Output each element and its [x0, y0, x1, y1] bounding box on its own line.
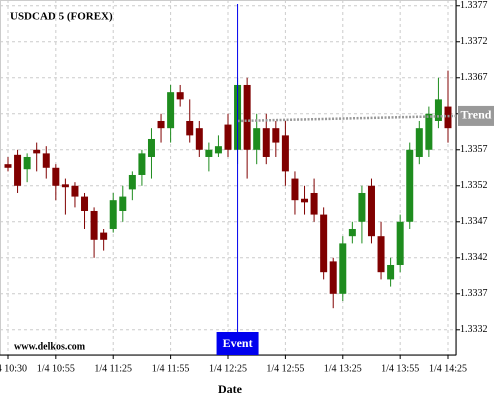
- candle-body: [205, 149, 213, 157]
- candle-body: [406, 149, 414, 222]
- candle-body: [195, 128, 203, 150]
- candle-body: [310, 192, 318, 215]
- candle-body: [281, 135, 289, 172]
- y-tick-label: 1.3337: [460, 288, 488, 299]
- candle-body: [71, 185, 79, 197]
- candle-body: [425, 113, 433, 150]
- x-axis-title: Date: [218, 382, 243, 396]
- chart-title: USDCAD 5 (FOREX): [10, 11, 113, 23]
- x-tick-label: 1/4 11:25: [94, 363, 132, 374]
- candle-body: [291, 178, 299, 201]
- y-tick-label: 1.3342: [460, 252, 488, 263]
- candle-body: [147, 138, 155, 157]
- candle-body: [81, 196, 89, 211]
- candle-body: [415, 128, 423, 157]
- candle-body: [320, 214, 328, 273]
- candle-body: [42, 153, 50, 168]
- candle-body: [176, 92, 184, 100]
- candle-body: [14, 154, 22, 186]
- y-tick-label: 1.3367: [460, 72, 488, 83]
- x-tick-label: 1/4 14:25: [429, 363, 467, 374]
- trend-line: [237, 114, 457, 123]
- candle-body: [167, 92, 175, 129]
- candle-body: [444, 106, 452, 129]
- candle-body: [109, 200, 117, 229]
- candle-body: [90, 210, 98, 240]
- candle-body: [339, 243, 347, 294]
- candle-body: [52, 167, 60, 186]
- candle-body: [434, 99, 442, 121]
- candle-body: [61, 184, 69, 188]
- y-tick-label: 1.3372: [460, 36, 488, 47]
- candle-body: [377, 236, 385, 273]
- x-tick-label: 1/4 12:25: [209, 363, 247, 374]
- x-tick-label: 1/4 13:55: [381, 363, 419, 374]
- candle-body: [214, 146, 222, 154]
- candle-body: [128, 174, 136, 190]
- candle-body: [224, 124, 232, 150]
- candle-body: [119, 196, 127, 211]
- candle-body: [348, 228, 356, 237]
- y-tick-label: 1.3377: [460, 0, 488, 11]
- x-tick-label: 1/4 13:25: [324, 363, 362, 374]
- candle-body: [157, 120, 165, 129]
- candle-body: [100, 232, 108, 240]
- candle-body: [329, 261, 337, 294]
- x-tick-label: 1/4 11:55: [152, 363, 190, 374]
- trend-label: Trend: [461, 108, 492, 122]
- y-tick-label: 1.3352: [460, 180, 488, 191]
- y-tick-label: 1.3347: [460, 216, 488, 227]
- x-tick-label: 1/4 10:55: [37, 363, 75, 374]
- candle-body: [301, 198, 309, 203]
- event-label-box: [216, 332, 259, 355]
- candle-body: [138, 153, 146, 175]
- candle-body: [186, 120, 194, 136]
- candle-body: [4, 164, 12, 168]
- candle-body: [33, 149, 41, 154]
- trend-label-box: [458, 105, 494, 126]
- candle-body: [367, 185, 375, 237]
- candle-body: [396, 221, 404, 265]
- candle-body: [272, 128, 280, 143]
- watermark: www.delkos.com: [14, 341, 86, 352]
- candle-body: [387, 264, 395, 280]
- candle-body: [358, 192, 366, 222]
- candle-body: [243, 84, 251, 150]
- candle-body: [262, 128, 270, 157]
- candle-body: [253, 128, 261, 150]
- event-label: Event: [223, 336, 253, 350]
- x-tick-label: 1/4 10:30: [0, 363, 27, 374]
- y-tick-label: 1.3357: [460, 144, 488, 155]
- x-tick-label: 1/4 12:55: [266, 363, 304, 374]
- candle-body: [23, 156, 31, 170]
- plot: 1.3332 1.3337 1.3342 1.3347 1.3352 1.3357 1.33…: [0, 0, 494, 374]
- y-tick-label: 1.3332: [460, 324, 488, 335]
